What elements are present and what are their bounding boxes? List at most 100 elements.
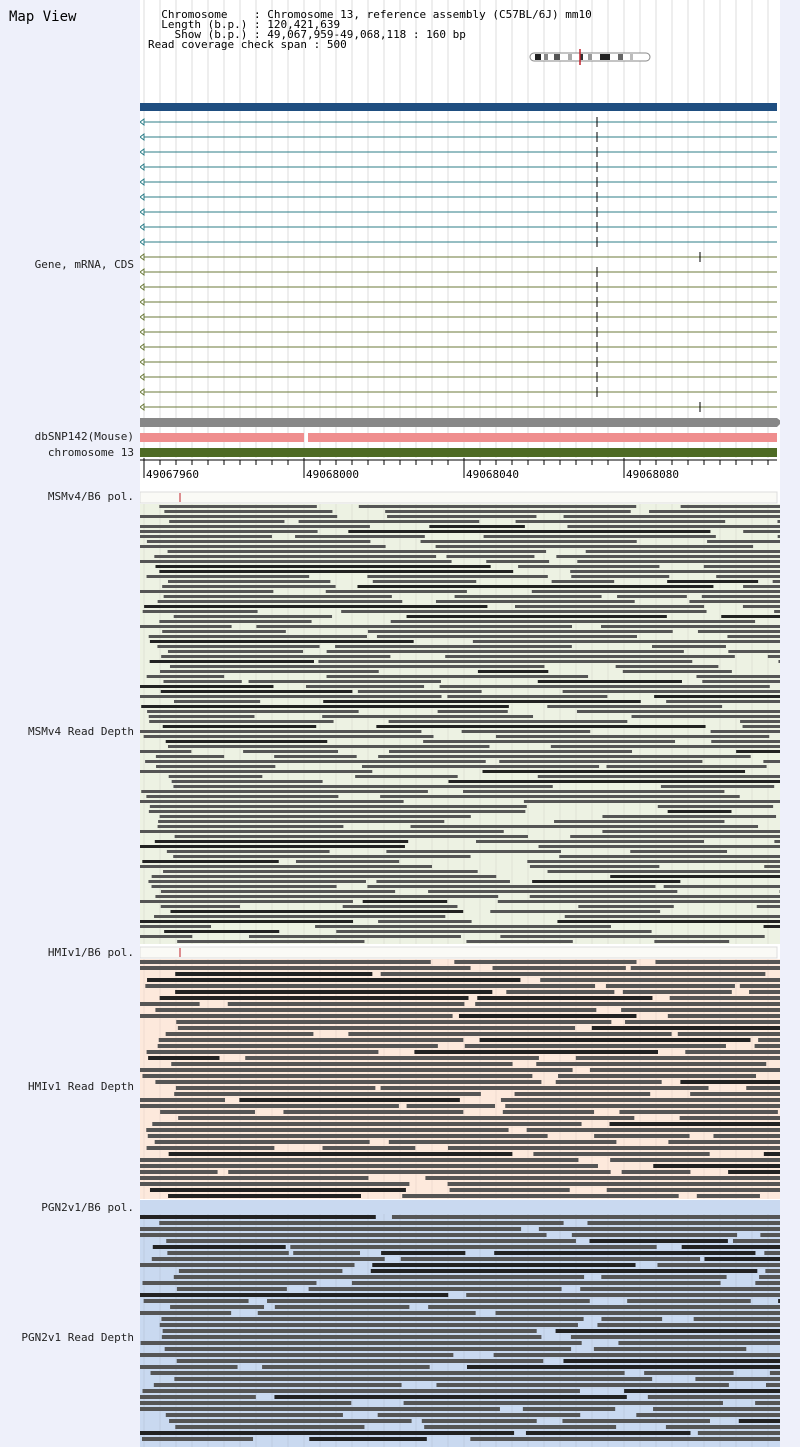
transcript-arrow: [140, 268, 145, 276]
read: [739, 984, 780, 988]
read: [531, 590, 780, 593]
read: [636, 1413, 780, 1417]
read: [159, 505, 317, 508]
read: [142, 610, 258, 613]
read: [376, 725, 706, 728]
genome-viewer[interactable]: 49067960 49068000 49068040 49068080: [140, 0, 780, 1447]
read: [163, 595, 392, 598]
read: [693, 1317, 780, 1321]
read: [777, 535, 780, 538]
read: [175, 972, 373, 976]
read: [391, 1215, 780, 1219]
read: [151, 875, 497, 878]
read: [140, 695, 442, 698]
read: [140, 920, 354, 923]
read: [367, 630, 673, 633]
read: [754, 1044, 780, 1048]
read: [380, 795, 740, 798]
read: [140, 1311, 232, 1315]
track-label-pgn-pol: PGN2v1/B6 pol.: [41, 1201, 134, 1214]
read: [765, 1269, 780, 1273]
read: [370, 1269, 758, 1273]
read: [380, 972, 766, 976]
read: [140, 1365, 238, 1369]
ideogram-band: [544, 54, 548, 60]
read: [160, 1110, 255, 1114]
read: [140, 1182, 410, 1186]
ideogram-band: [554, 54, 560, 60]
read: [716, 575, 780, 578]
read: [173, 855, 471, 858]
track-label-hmi-depth: HMIv1 Read Depth: [28, 1080, 134, 1093]
read: [148, 810, 526, 813]
read: [601, 1275, 727, 1279]
read: [446, 555, 535, 558]
read: [763, 925, 780, 928]
read: [464, 1044, 726, 1048]
read: [140, 1293, 449, 1297]
read: [155, 1080, 542, 1084]
read: [153, 1383, 402, 1387]
read: [570, 570, 780, 573]
read: [267, 1299, 590, 1303]
read: [336, 930, 652, 933]
read: [601, 1317, 663, 1321]
read: [155, 1008, 597, 1012]
read: [157, 600, 403, 603]
read: [305, 685, 425, 688]
read: [721, 615, 780, 618]
read: [627, 1299, 751, 1303]
read: [274, 755, 357, 758]
read: [420, 540, 637, 543]
read: [414, 1050, 658, 1054]
track-label-hmi-pol: HMIv1/B6 pol.: [47, 946, 134, 959]
read: [372, 1263, 636, 1267]
read: [760, 1233, 780, 1237]
read: [152, 1245, 286, 1249]
read: [168, 1152, 513, 1156]
read: [362, 900, 448, 903]
read: [290, 1245, 657, 1249]
ideogram-band: [568, 54, 572, 60]
read: [148, 880, 366, 883]
right-strip: [780, 0, 800, 1447]
read: [159, 570, 514, 573]
read: [631, 715, 780, 718]
read: [149, 1188, 406, 1192]
transcript-arrow: [140, 193, 145, 201]
read: [140, 845, 405, 848]
read: [428, 890, 678, 893]
transcript-arrow: [140, 148, 145, 156]
read: [514, 1092, 651, 1096]
read: [567, 525, 780, 528]
page-title: Map View: [9, 9, 77, 25]
read: [142, 1281, 317, 1285]
read: [610, 875, 780, 878]
read: [167, 745, 490, 748]
read: [425, 1176, 780, 1180]
read: [149, 640, 414, 643]
read: [155, 755, 225, 758]
read: [390, 620, 756, 623]
read: [173, 1275, 585, 1279]
transcript-arrow: [140, 358, 145, 366]
transcript-arrow: [140, 208, 145, 216]
read: [502, 1110, 595, 1114]
read: [609, 1122, 780, 1126]
read: [341, 610, 707, 613]
read: [538, 1227, 780, 1231]
read: [447, 1182, 780, 1186]
read: [148, 635, 367, 638]
read: [140, 685, 274, 688]
read: [228, 1170, 611, 1174]
read: [146, 540, 371, 543]
track-label-msm-depth: MSMv4 Read Depth: [28, 725, 134, 738]
read: [178, 1269, 343, 1273]
read: [667, 1014, 780, 1018]
read: [274, 1395, 627, 1399]
read: [669, 996, 780, 1000]
read: [563, 515, 780, 518]
read: [169, 520, 285, 523]
read: [470, 1437, 780, 1441]
read: [657, 805, 774, 808]
